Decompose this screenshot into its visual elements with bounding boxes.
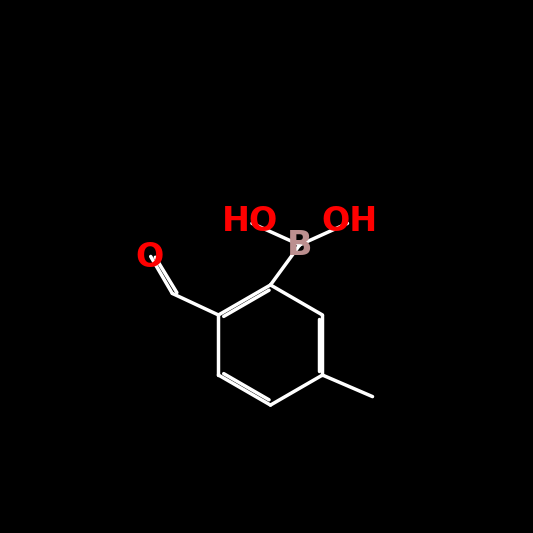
Text: HO: HO <box>222 205 279 238</box>
Text: OH: OH <box>321 205 377 238</box>
Text: B: B <box>287 229 312 262</box>
Text: O: O <box>135 241 163 274</box>
